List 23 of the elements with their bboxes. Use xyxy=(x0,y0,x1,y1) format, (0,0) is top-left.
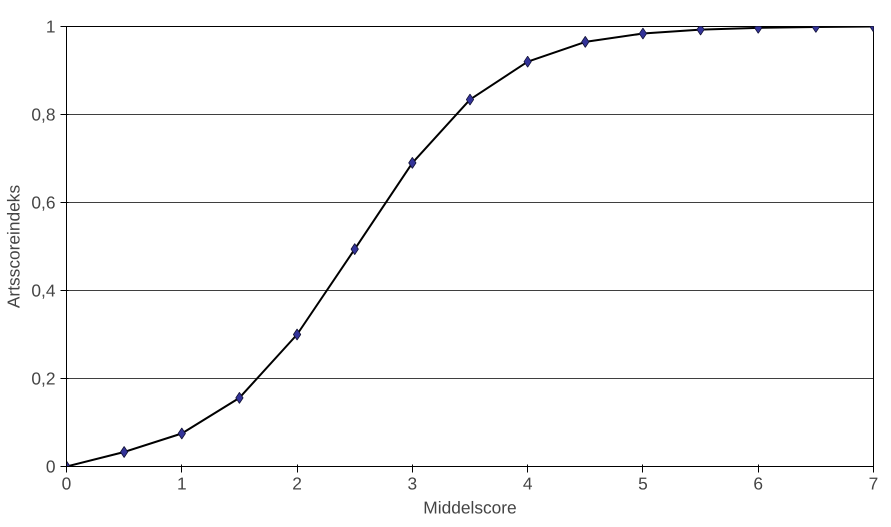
x-tick-label: 6 xyxy=(753,474,764,494)
y-tick-label: 1 xyxy=(46,16,56,36)
y-tick-label: 0,6 xyxy=(31,192,56,212)
x-axis-title: Middelscore xyxy=(423,498,517,518)
x-tick-label: 2 xyxy=(292,474,302,494)
y-tick-label: 0 xyxy=(46,456,56,476)
x-tick-label: 4 xyxy=(522,474,533,494)
point xyxy=(638,28,647,40)
point xyxy=(581,36,590,48)
x-tick-label: 1 xyxy=(176,474,187,494)
y-tick-label: 0,8 xyxy=(31,104,56,124)
y-tick-label: 0,2 xyxy=(31,368,56,388)
y-tick-label: 0,4 xyxy=(31,280,56,300)
point xyxy=(178,428,186,440)
point xyxy=(293,328,302,340)
x-tick-label: 3 xyxy=(408,474,418,494)
y-axis-title: Artsscoreindeks xyxy=(3,184,24,308)
point xyxy=(466,94,474,106)
point xyxy=(408,157,416,169)
x-tick-label: 7 xyxy=(868,474,878,494)
point xyxy=(120,446,128,458)
x-tick-label: 0 xyxy=(62,474,72,494)
x-tick-label: 5 xyxy=(638,474,648,494)
